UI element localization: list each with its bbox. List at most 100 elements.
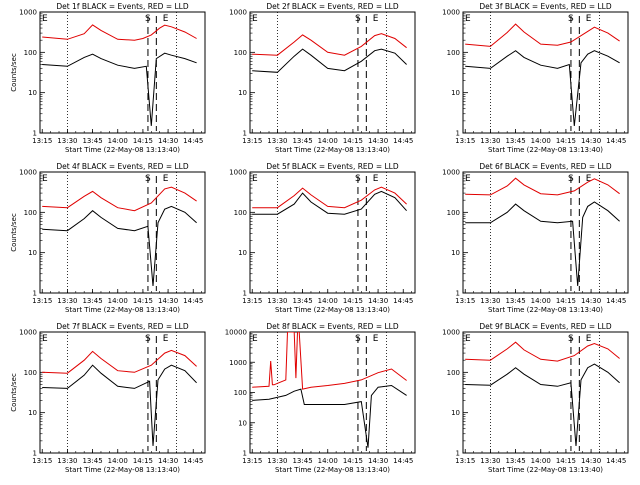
x-tick-label: 14:00 [531,297,551,305]
events-series-line [465,50,620,126]
y-tick-label: 10 [238,419,247,427]
marker-e-left: E [252,14,258,24]
x-tick-label: 14:00 [531,457,551,465]
detector-panel-1: Det 1f BLACK = Events, RED = LLD 1 10 100 10… [10,2,206,154]
detector-panel-4: Det 4f BLACK = Events, RED = LLD 1 10 100 10… [10,162,206,314]
marker-e-left: E [465,334,471,344]
marker-e-left: E [42,14,48,24]
plot-frame [462,171,629,294]
x-tick-label: 14:45 [606,297,626,305]
x-tick-label: 14:00 [108,137,128,145]
x-tick-label: 14:15 [133,137,153,145]
detector-panel-9: Det 9f BLACK = Events, RED = LLD 1 10 100 10… [442,322,629,474]
x-tick-label: 14:45 [393,457,413,465]
y-tick-label: 1 [456,130,460,138]
detector-panel-3: Det 3f BLACK = Events, RED = LLD 1 10 100 10… [442,2,629,154]
lld-series-line [42,349,197,374]
plot-frame [39,11,206,134]
x-tick-label: 14:15 [556,297,576,305]
x-tick-label: 14:30 [158,297,178,305]
marker-e-left: E [42,334,48,344]
marker-s: S [355,334,361,344]
panel-title: Det 2f BLACK = Events, RED = LLD [266,2,399,11]
y-tick-label: 1000 [229,9,247,17]
x-axis-label: Start Time (22-May-08 13:13:40) [488,466,603,474]
x-tick-label: 14:30 [581,297,601,305]
y-tick-label: 10 [28,89,37,97]
plot-frame [249,331,416,454]
lld-series-line [42,186,197,212]
y-tick-label: 100 [24,209,37,217]
marker-s: S [568,174,574,184]
marker-e-right: E [373,14,379,24]
panel-title: Det 1f BLACK = Events, RED = LLD [56,2,189,11]
y-tick-label: 100 [447,49,460,57]
x-tick-label: 14:15 [343,457,363,465]
x-tick-label: 14:30 [368,457,388,465]
marker-s: S [145,334,151,344]
y-tick-label: 100 [234,209,247,217]
x-tick-label: 14:00 [318,137,338,145]
y-tick-label: 10 [28,409,37,417]
marker-e-left: E [252,174,258,184]
x-tick-label: 14:30 [581,137,601,145]
x-tick-label: 13:30 [480,297,500,305]
marker-e-left: E [465,14,471,24]
x-tick-label: 14:15 [556,137,576,145]
x-tick-label: 14:45 [183,297,203,305]
y-tick-label: 1 [243,450,247,458]
panel-title: Det 8f BLACK = Events, RED = LLD [266,322,399,331]
x-tick-label: 14:00 [108,297,128,305]
detector-panel-7: Det 7f BLACK = Events, RED = LLD 1 10 100 10… [10,322,206,474]
x-tick-label: 14:00 [318,297,338,305]
panel-title: Det 4f BLACK = Events, RED = LLD [56,162,189,171]
y-tick-label: 10 [451,409,460,417]
marker-e-left: E [252,334,258,344]
x-tick-label: 14:45 [183,457,203,465]
lld-series-line [252,332,407,390]
x-axis-label: Start Time (22-May-08 13:13:40) [65,306,180,314]
marker-e-right: E [373,174,379,184]
panel-title: Det 7f BLACK = Events, RED = LLD [56,322,189,331]
x-tick-label: 14:45 [393,297,413,305]
lld-series-line [42,24,197,41]
marker-e-left: E [42,174,48,184]
x-tick-label: 13:45 [292,297,312,305]
x-tick-label: 13:45 [82,137,102,145]
y-axis-label: Counts/sec [10,53,18,92]
plot-frame [462,331,629,454]
x-axis-label: Start Time (22-May-08 13:13:40) [488,146,603,154]
marker-e-left: E [465,174,471,184]
x-tick-label: 13:15 [455,297,475,305]
events-series-line [465,363,620,446]
plot-frame [39,331,206,454]
y-tick-label: 100 [234,389,247,397]
marker-e-right: E [586,334,592,344]
x-tick-label: 13:15 [455,457,475,465]
x-tick-label: 13:30 [57,457,77,465]
y-tick-label: 1 [33,130,37,138]
lld-series-line [465,341,620,362]
x-tick-label: 13:15 [242,457,262,465]
x-tick-label: 14:30 [581,457,601,465]
events-series-line [252,190,407,215]
y-tick-label: 100 [447,209,460,217]
y-tick-label: 1000 [19,9,37,17]
y-tick-label: 1000 [442,169,460,177]
x-tick-label: 13:15 [32,457,52,465]
x-tick-label: 13:45 [82,297,102,305]
marker-s: S [355,14,361,24]
plot-frame [462,11,629,134]
x-tick-label: 13:30 [480,137,500,145]
x-tick-label: 14:45 [393,137,413,145]
marker-s: S [355,174,361,184]
x-tick-label: 14:30 [368,297,388,305]
x-tick-label: 13:45 [292,137,312,145]
panel-title: Det 6f BLACK = Events, RED = LLD [479,162,612,171]
y-tick-label: 1000 [442,329,460,337]
x-tick-label: 13:15 [242,297,262,305]
y-tick-label: 1 [243,130,247,138]
x-tick-label: 14:30 [158,137,178,145]
y-tick-label: 1000 [19,169,37,177]
